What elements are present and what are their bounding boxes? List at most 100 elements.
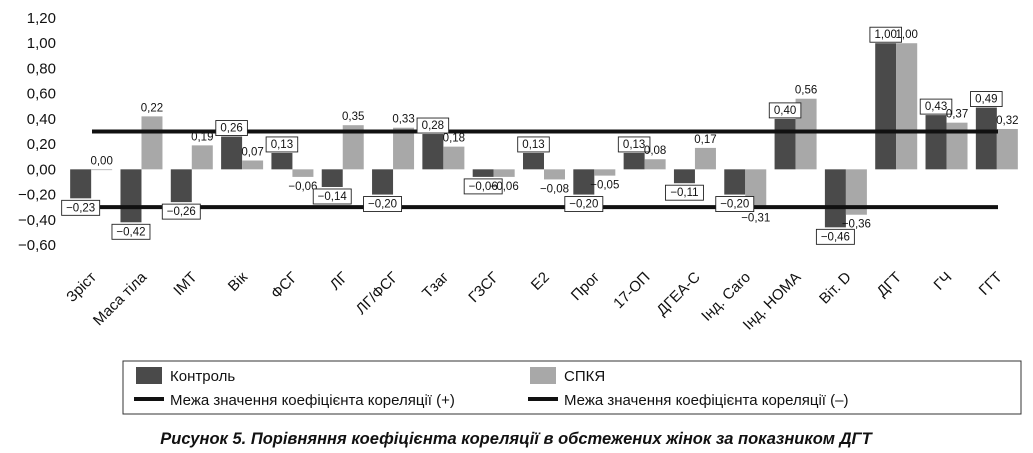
data-label-control: −0,14 [318,191,348,203]
data-label-control: 0,13 [522,139,544,151]
data-label-box [768,102,802,119]
bar-control [925,115,947,170]
data-label-pcos: −0,06 [490,181,519,193]
y-tick-label: −0,20 [18,187,56,204]
legend-swatch-control [136,367,162,384]
bar-control [422,134,444,170]
data-label-control: −0,20 [720,199,749,211]
bar-pcos [141,116,163,170]
data-label-box [61,199,101,216]
y-tick-label: 0,80 [27,60,56,77]
data-label-box [919,98,953,115]
data-label-pcos: 0,56 [795,85,817,97]
data-label-pcos: 1,00 [896,29,918,41]
bar-control [321,169,343,187]
bar-pcos [896,43,918,170]
data-label-control: 0,49 [975,94,997,106]
data-label-pcos: −0,05 [590,180,619,192]
data-label-control: −0,42 [116,226,145,238]
bar-control [472,169,494,177]
legend: Контроль СПКЯ Межа значення коефіцієнта … [122,360,1022,415]
legend-swatch-pcos [530,367,556,384]
data-label-control: −0,11 [670,187,698,199]
bar-control [573,169,595,195]
data-label-box [664,184,704,201]
data-label-pcos: −0,36 [842,219,871,231]
bar-control [271,152,293,170]
data-label-pcos: 0,07 [241,147,263,159]
bar-control [975,107,997,170]
data-label-pcos: −0,06 [288,181,317,193]
y-tick-label: 1,20 [27,10,56,27]
data-label-box [312,188,352,205]
bar-pcos [694,147,716,170]
bar-pcos [292,169,314,177]
y-tick-label: 0,40 [27,111,56,128]
data-label-control: 0,40 [774,105,796,117]
data-label-control: −0,46 [821,231,850,243]
data-label-control: 0,28 [422,120,444,132]
bar-control [70,169,92,199]
bar-control [875,43,897,170]
bar-control [824,169,846,228]
data-label-control: 1,00 [875,29,897,41]
y-tick-label: 1,00 [27,35,56,52]
data-label-box [564,196,604,213]
data-label-box [715,196,755,213]
data-label-box [517,136,550,153]
data-label-box [215,120,248,136]
data-label-pcos: 0,35 [342,111,364,123]
data-label-box [265,136,299,153]
bar-pcos [443,146,465,170]
bar-control [774,118,796,170]
data-label-control: 0,43 [925,101,947,113]
data-label-box [463,178,503,195]
bar-pcos [342,125,364,170]
bar-control [221,136,243,170]
data-label-pcos: −0,31 [741,212,770,224]
data-label-control: −0,26 [167,206,196,218]
data-label-pcos: 0,37 [946,109,968,121]
data-label-control: −0,06 [469,181,498,193]
data-label-control: −0,20 [368,199,397,211]
bar-pcos [393,127,415,170]
data-label-box [815,228,855,245]
data-label-box [161,203,201,220]
y-tick-label: 0,60 [27,86,56,103]
bar-control [673,169,695,184]
legend-label-upper-limit: Межа значення коефіцієнта кореляції (+) [170,392,455,409]
bar-pcos [544,169,565,180]
bar-pcos [594,169,616,176]
data-label-control: 0,13 [271,139,293,151]
bar-pcos [191,145,213,170]
data-label-box [111,223,151,240]
data-label-pcos: 0,19 [191,131,213,143]
bar-control [623,152,645,170]
bar-control [170,169,192,203]
bar-pcos [644,159,666,170]
figure-caption: Рисунок 5. Порівняння коефіцієнта кореля… [160,430,873,448]
bar-pcos [493,169,515,177]
bar-pcos [946,122,968,170]
bar-control [120,169,142,223]
data-label-pcos: 0,22 [141,102,163,114]
data-label-control: 0,26 [220,123,242,135]
legend-label-pcos: СПКЯ [564,368,605,385]
bar-pcos [845,169,867,215]
data-label-pcos: 0,18 [443,133,465,145]
data-label-control: −0,23 [66,202,95,214]
bar-control [372,169,394,195]
data-label-pcos: 0,32 [996,115,1018,127]
data-label-pcos: 0,33 [392,114,414,126]
legend-label-control: Контроль [170,368,235,385]
bar-control [724,169,746,195]
data-label-box [970,91,1003,107]
bar-control [523,152,544,170]
y-tick-label: 0,20 [27,136,56,153]
data-label-pcos: 0,17 [694,134,716,146]
data-label-pcos: 0,08 [644,145,666,157]
data-label-control: −0,20 [569,199,598,211]
data-label-control: 0,13 [623,139,645,151]
y-tick-label: −0,60 [18,237,56,254]
